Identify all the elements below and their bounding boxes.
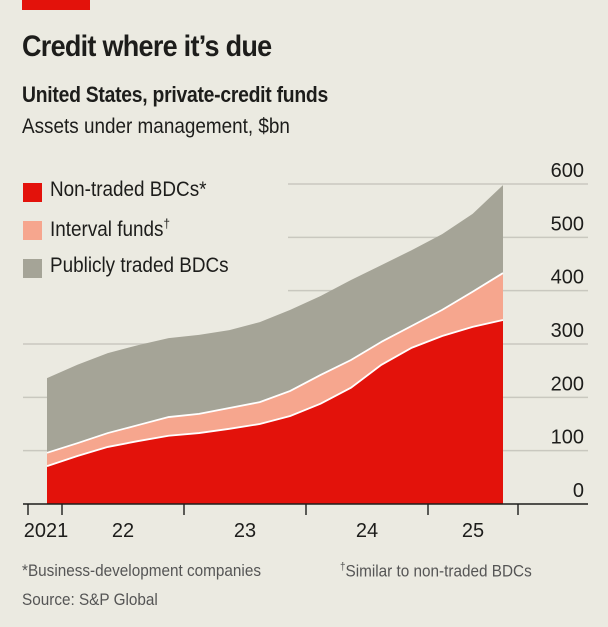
swatch-non-traded [23,183,42,202]
swatch-public [23,259,42,278]
footnote-interval-text: Similar to non-traded BDCs [345,561,532,581]
x-tick-label: 25 [462,520,484,542]
y-tick-label: 500 [551,213,584,235]
y-tick-label: 300 [551,320,584,342]
x-tick-label: 24 [356,520,378,542]
source-note: Source: S&P Global [22,590,158,609]
chart-subtitle: United States, private-credit funds [22,82,328,107]
layer-separator [46,319,504,467]
footnote-mark-dagger: † [163,216,170,231]
chart-unit-label: Assets under management, $bn [22,115,290,138]
footnote-interval: †Similar to non-traded BDCs [340,561,532,582]
brand-accent-bar [22,0,90,10]
y-tick-label: 400 [551,267,584,289]
x-tick-label: 22 [112,520,134,542]
legend-label-interval: Interval funds [50,218,164,241]
dagger-mark: † [340,561,346,573]
y-tick-label: 200 [551,373,584,395]
chart-title: Credit where it’s due [22,30,272,63]
y-tick-label: 0 [573,480,584,502]
layer-separator [46,272,504,454]
legend-label-public: Publicly traded BDCs [50,254,229,277]
area-public [47,185,503,453]
y-tick-label: 100 [551,427,584,449]
area-interval [47,273,503,467]
y-tick-label: 600 [551,160,584,182]
swatch-interval [23,221,42,240]
legend-label-non-traded: Non-traded BDCs [50,178,200,201]
x-tick-label: 2021 [24,520,69,542]
footnote-bdc: *Business-development companies [22,561,261,580]
x-tick-label: 23 [234,520,256,542]
area-non-traded [47,320,503,504]
footnote-mark-asterisk: * [199,178,207,201]
